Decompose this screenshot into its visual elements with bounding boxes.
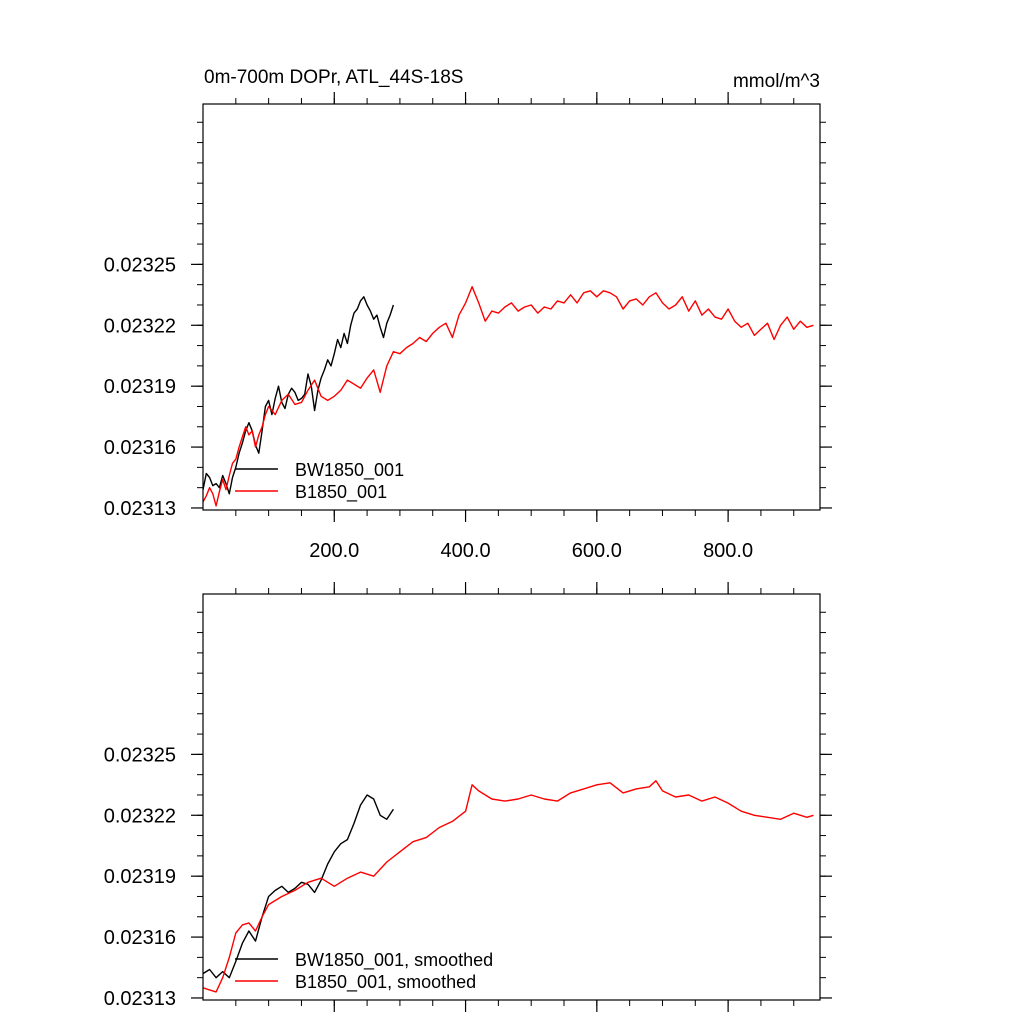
y-tick-label: 0.02325	[104, 744, 176, 766]
x-tick-label: 800.0	[703, 540, 753, 562]
y-tick-label: 0.02322	[104, 805, 176, 827]
y-tick-label: 0.02313	[104, 988, 176, 1010]
top-panel: 0.02313 0.02316 0.02319 0.02322 0.02325 200.0…	[104, 67, 832, 562]
y-tick-label: 0.02313	[104, 498, 176, 520]
x-tick-label: 600.0	[572, 540, 622, 562]
units-label: mmol/m^3	[733, 71, 820, 92]
y-tick-label: 0.02319	[104, 376, 176, 398]
series-line-1	[203, 286, 814, 507]
legend-label-1: B1850_001	[295, 482, 387, 503]
bottom-panel: 0.02313 0.02316 0.02319 0.02322 0.02325 BW185…	[104, 582, 832, 1012]
legend-label-0: BW1850_001	[295, 460, 404, 481]
y-tick-label: 0.02325	[104, 254, 176, 276]
y-tick-label: 0.02319	[104, 866, 176, 888]
plot-frame	[202, 103, 821, 511]
chart-title: 0m-700m DOPr, ATL_44S-18S	[204, 67, 463, 88]
series-line-0	[203, 296, 395, 495]
x-tick-label: 400.0	[441, 540, 491, 562]
series-line-1	[203, 780, 814, 993]
y-tick-label: 0.02322	[104, 315, 176, 337]
series-line-0	[203, 794, 394, 979]
y-tick-label: 0.02316	[104, 927, 176, 949]
legend-label-1: B1850_001, smoothed	[295, 972, 476, 993]
legend-label-0: BW1850_001, smoothed	[295, 950, 493, 971]
y-tick-label: 0.02316	[104, 437, 176, 459]
plot-frame	[202, 593, 821, 1001]
x-tick-label: 200.0	[309, 540, 359, 562]
